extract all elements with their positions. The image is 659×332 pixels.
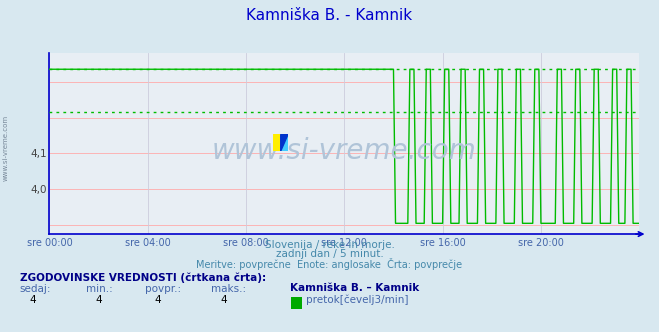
Text: maks.:: maks.:: [211, 284, 246, 294]
Text: Kamniška B. – Kamnik: Kamniška B. – Kamnik: [290, 283, 419, 293]
Text: ZGODOVINSKE VREDNOSTI (črtkana črta):: ZGODOVINSKE VREDNOSTI (črtkana črta):: [20, 273, 266, 284]
Text: 4: 4: [155, 295, 161, 305]
Text: min.:: min.:: [86, 284, 113, 294]
Text: Slovenija / reke in morje.: Slovenija / reke in morje.: [264, 240, 395, 250]
Polygon shape: [281, 134, 288, 151]
Text: pretok[čevelj3/min]: pretok[čevelj3/min]: [306, 295, 409, 305]
Text: www.si-vreme.com: www.si-vreme.com: [2, 115, 9, 181]
Text: www.si-vreme.com: www.si-vreme.com: [212, 137, 476, 165]
Text: sedaj:: sedaj:: [20, 284, 51, 294]
Text: povpr.:: povpr.:: [145, 284, 181, 294]
Text: zadnji dan / 5 minut.: zadnji dan / 5 minut.: [275, 249, 384, 259]
Bar: [273, 134, 281, 151]
Text: Kamniška B. - Kamnik: Kamniška B. - Kamnik: [246, 8, 413, 23]
Text: 4: 4: [221, 295, 227, 305]
Text: Meritve: povprečne  Enote: anglosake  Črta: povprečje: Meritve: povprečne Enote: anglosake Črta…: [196, 258, 463, 270]
Text: 4: 4: [96, 295, 102, 305]
Text: 4: 4: [30, 295, 36, 305]
Polygon shape: [281, 134, 288, 151]
